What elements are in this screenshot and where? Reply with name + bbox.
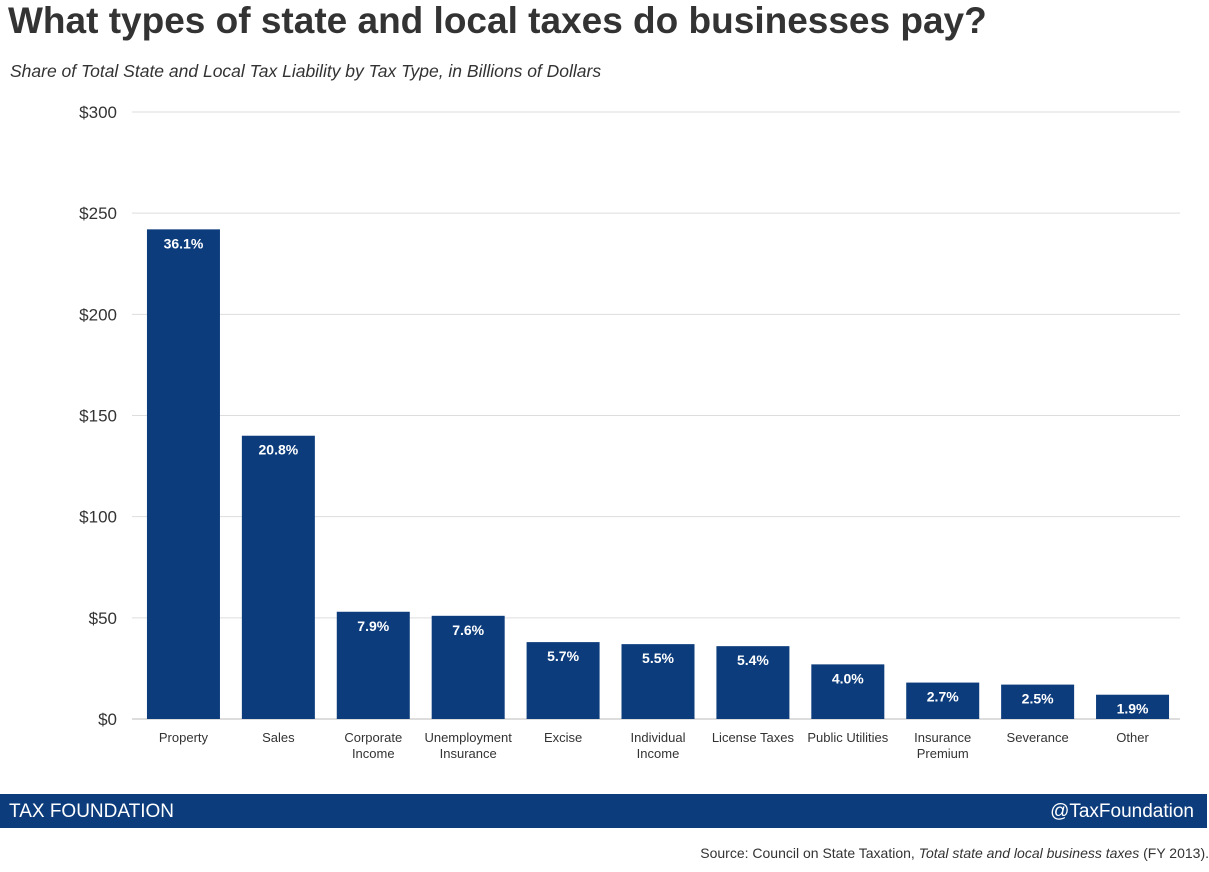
y-tick-label: $200 (79, 305, 117, 324)
data-label: 1.9% (1117, 701, 1149, 717)
x-tick-label: Insurance Premium (914, 730, 971, 761)
bar (1096, 694, 1170, 719)
data-label: 7.6% (452, 622, 484, 638)
x-tick-label-line: Individual (631, 730, 686, 745)
x-tick-label: Other (1116, 730, 1149, 745)
x-tick-label-line: Insurance (440, 746, 497, 761)
bar (526, 642, 600, 719)
y-tick-label: $300 (79, 103, 117, 122)
data-label: 7.9% (357, 618, 389, 634)
chart-subtitle: Share of Total State and Local Tax Liabi… (10, 61, 602, 81)
bar (906, 682, 980, 719)
x-tick-label-line: Unemployment (424, 730, 512, 745)
x-tick-label-line: Premium (917, 746, 969, 761)
data-label: 2.5% (1022, 691, 1054, 707)
social-handle: @TaxFoundation (1050, 801, 1194, 822)
x-tick-label: Public Utilities (807, 730, 888, 745)
bar (811, 664, 885, 719)
footer-bar: TAX FOUNDATION @TaxFoundation (0, 794, 1207, 828)
x-tick-label: Sales (262, 730, 295, 745)
x-tick-label: Corporate Income (344, 730, 402, 761)
x-tick-label: Severance (1007, 730, 1069, 745)
y-tick-label: $100 (79, 508, 117, 527)
chart-title: What types of state and local taxes do b… (8, 0, 987, 41)
x-tick-label-line: Property (159, 730, 209, 745)
x-tick-label-line: Severance (1007, 730, 1069, 745)
source-title: Total state and local business taxes (918, 845, 1140, 861)
x-tick-label-line: License Taxes (712, 730, 795, 745)
x-tick-label: Property (159, 730, 209, 745)
y-tick-label: $150 (79, 407, 117, 426)
data-label: 2.7% (927, 689, 959, 705)
y-tick-label: $50 (89, 609, 117, 628)
bar (146, 229, 220, 719)
data-label: 4.0% (832, 670, 864, 686)
bar (621, 644, 695, 719)
x-tick-label: Individual Income (631, 730, 686, 761)
data-label: 5.5% (642, 650, 674, 666)
source-note: Source: Council on State Taxation, Total… (700, 845, 1209, 861)
data-label: 5.7% (547, 648, 579, 664)
bar (1001, 684, 1075, 719)
bar (241, 435, 315, 719)
x-tick-label-line: Sales (262, 730, 295, 745)
y-tick-label: $250 (79, 204, 117, 223)
bar (716, 646, 790, 719)
x-tick-label-line: Income (637, 746, 680, 761)
x-tick-label-line: Other (1116, 730, 1149, 745)
bar (431, 615, 505, 719)
x-tick-label: Excise (544, 730, 582, 745)
x-tick-label-line: Insurance (914, 730, 971, 745)
brand-name: TAX FOUNDATION (9, 801, 175, 822)
data-label: 20.8% (259, 442, 299, 458)
source-prefix: Source: Council on State Taxation, (700, 845, 919, 861)
source-suffix: (FY 2013). (1139, 845, 1209, 861)
x-tick-label-line: Public Utilities (807, 730, 888, 745)
x-tick-label-line: Income (352, 746, 395, 761)
x-tick-label-line: Corporate (344, 730, 402, 745)
data-label: 5.4% (737, 652, 769, 668)
y-tick-label: $0 (98, 710, 117, 729)
bar-chart: $0 $50 $100 $150 $200 $250 $300 36.1% Property 20… (79, 103, 1180, 761)
x-tick-label: License Taxes (712, 730, 795, 745)
x-tick-label: Unemployment Insurance (424, 730, 512, 761)
bar (336, 611, 410, 719)
data-label: 36.1% (164, 235, 204, 251)
x-tick-label-line: Excise (544, 730, 582, 745)
